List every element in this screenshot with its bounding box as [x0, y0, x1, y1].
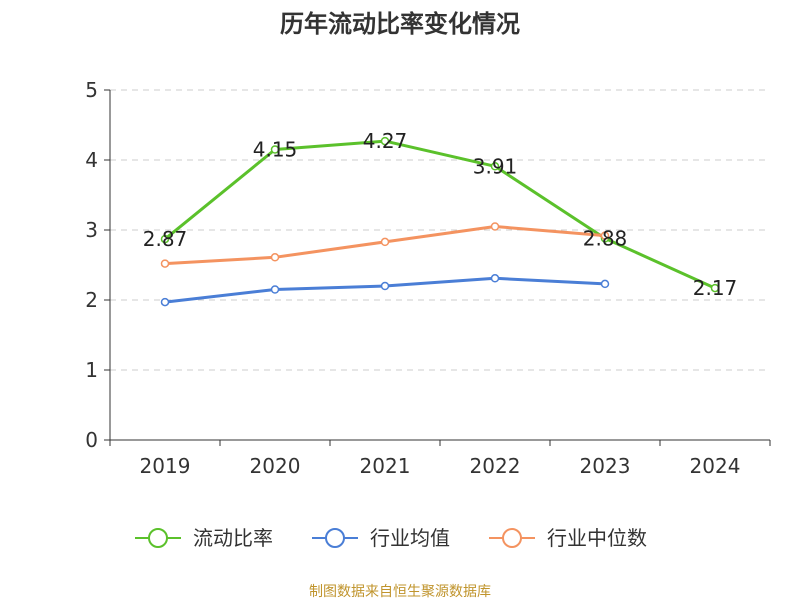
data-point: [490, 274, 500, 283]
x-tick-label: 2023: [580, 454, 631, 478]
axes: 0 1 2 3 4 5 2019 2020 2021 2022 2023 2024: [85, 78, 771, 478]
data-point: [490, 162, 500, 171]
x-tick-label: 2019: [140, 454, 191, 478]
legend-marker: [325, 528, 345, 548]
data-point: [600, 231, 610, 240]
y-tick-label: 2: [85, 288, 98, 312]
data-label: 2.87: [143, 227, 188, 251]
data-point: [160, 297, 170, 307]
x-tick-label: 2021: [360, 454, 411, 478]
footer-source: 制图数据来自恒生聚源数据库: [309, 584, 491, 600]
y-tick-label: 5: [85, 78, 98, 102]
y-tick-label: 3: [85, 218, 98, 242]
data-point: [270, 253, 280, 262]
legend-label: 流动比率: [193, 526, 273, 550]
legend-label: 行业中位数: [547, 526, 647, 550]
data-point: [710, 283, 720, 293]
data-point: [160, 234, 170, 244]
data-label: 3.91: [473, 154, 518, 178]
data-point: [380, 281, 390, 291]
data-point: [270, 145, 280, 154]
series-line: [163, 139, 717, 290]
legend-label: 行业均值: [370, 526, 450, 550]
data-labels: 2.87 4.15 4.27 3.91 2.88 2.17: [143, 129, 738, 300]
legend-marker: [502, 528, 522, 548]
y-tick-label: 4: [85, 148, 98, 172]
legend: 流动比率 行业均值 行业中位数: [135, 526, 647, 550]
data-label: 4.27: [363, 129, 408, 153]
y-tick-label: 1: [85, 358, 98, 382]
data-point: [380, 237, 390, 247]
x-tick-label: 2020: [250, 454, 301, 478]
data-label: 2.17: [693, 276, 738, 300]
x-tick-label: 2022: [470, 454, 521, 478]
x-tick-label: 2024: [690, 454, 741, 478]
grid: [110, 89, 770, 371]
data-point: [160, 259, 170, 268]
y-tick-label: 0: [85, 428, 98, 452]
chart-title: 历年流动比率变化情况: [280, 10, 520, 38]
series-lines: [160, 136, 720, 307]
data-point: [380, 136, 390, 146]
legend-marker: [148, 528, 168, 548]
data-point: [490, 222, 500, 231]
data-point: [270, 285, 280, 294]
data-label: 4.15: [253, 138, 298, 162]
data-point: [600, 279, 610, 289]
data-label: 2.88: [583, 226, 628, 250]
